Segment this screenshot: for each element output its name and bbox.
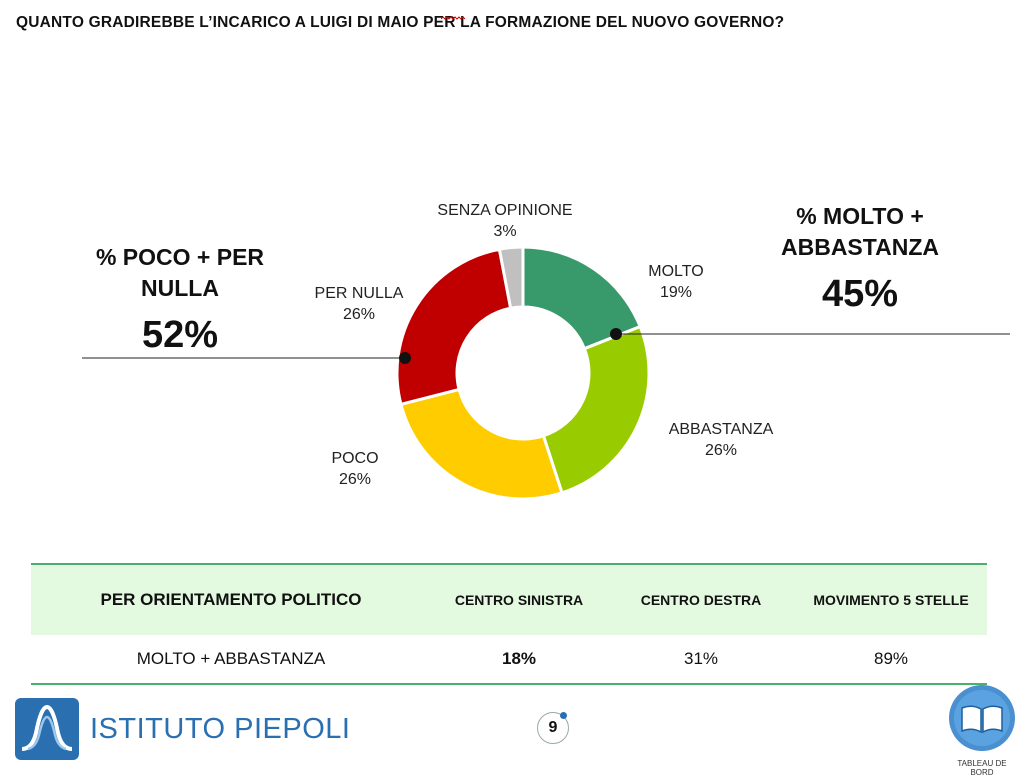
table-header-cell: CENTRO DESTRA bbox=[640, 592, 762, 608]
slice-label: SENZA OPINIONE bbox=[437, 202, 572, 219]
logo-icon bbox=[15, 698, 79, 760]
slice-value-label: 19% bbox=[660, 284, 692, 301]
slice-label: MOLTO bbox=[648, 263, 703, 280]
donut-slice-senza-opinione bbox=[497, 245, 525, 310]
table-cell: 89% bbox=[873, 649, 909, 668]
slice-value-label: 26% bbox=[705, 442, 737, 459]
page-number: 9 bbox=[537, 712, 569, 744]
orientation-table: PER ORIENTAMENTO POLITICO CENTRO SINISTR… bbox=[31, 563, 987, 685]
slice-value-label: 26% bbox=[339, 471, 371, 488]
table-header-cell: CENTRO SINISTRA bbox=[454, 592, 584, 608]
table-row: MOLTO + ABBASTANZA 18% 31% 89% bbox=[31, 635, 987, 685]
donut-slice-molto bbox=[521, 245, 643, 351]
slice-label: PER NULLA bbox=[315, 285, 404, 302]
left-summary-heading-2: NULLA bbox=[141, 275, 219, 301]
tableau-de-bord-badge: TABLEAU DE BORD bbox=[946, 684, 1018, 777]
right-connector-dot bbox=[610, 328, 622, 340]
donut-chart: MOLTO 19% ABBASTANZA 26% POCO 26% PER NULLA 26%… bbox=[82, 202, 1010, 501]
right-summary-heading-1: % MOLTO + bbox=[796, 203, 924, 229]
table-header-row: PER ORIENTAMENTO POLITICO CENTRO SINISTR… bbox=[31, 563, 987, 635]
donut-slice-per-nulla bbox=[395, 247, 513, 407]
table-cell: 31% bbox=[683, 649, 719, 668]
slice-value-label: 3% bbox=[493, 223, 516, 240]
slice-label: POCO bbox=[331, 450, 378, 467]
right-summary-heading-2: ABBASTANZA bbox=[780, 234, 939, 260]
right-summary: % MOLTO + ABBASTANZA 45% bbox=[755, 201, 965, 316]
page-title: QUANTO GRADIREBBE L’INCARICO A LUIGI DI … bbox=[16, 14, 785, 31]
left-summary-heading-1: % POCO + PER bbox=[95, 244, 265, 270]
table-header-cell: PER ORIENTAMENTO POLITICO bbox=[100, 590, 362, 609]
table-cell: 18% bbox=[501, 649, 537, 668]
logo: ISTITUTO PIEPOLI bbox=[14, 697, 350, 761]
table-header-cell: MOVIMENTO 5 STELLE bbox=[813, 592, 969, 608]
spellcheck-underline bbox=[441, 16, 465, 20]
right-summary-value: 45% bbox=[821, 273, 899, 315]
slice-label: ABBASTANZA bbox=[669, 421, 774, 438]
left-summary: % POCO + PER NULLA 52% bbox=[70, 242, 290, 357]
slice-value-label: 26% bbox=[343, 306, 375, 323]
badge-text: TABLEAU DE BORD bbox=[957, 759, 1007, 777]
book-icon bbox=[949, 685, 1015, 751]
left-connector-dot bbox=[399, 352, 411, 364]
donut-slice-abbastanza bbox=[541, 324, 651, 495]
page-indicator-dot bbox=[560, 712, 567, 719]
logo-text: ISTITUTO PIEPOLI bbox=[90, 712, 351, 745]
left-summary-value: 52% bbox=[141, 314, 219, 356]
donut-slice-poco bbox=[399, 387, 564, 501]
table-cell: MOLTO + ABBASTANZA bbox=[136, 649, 326, 668]
